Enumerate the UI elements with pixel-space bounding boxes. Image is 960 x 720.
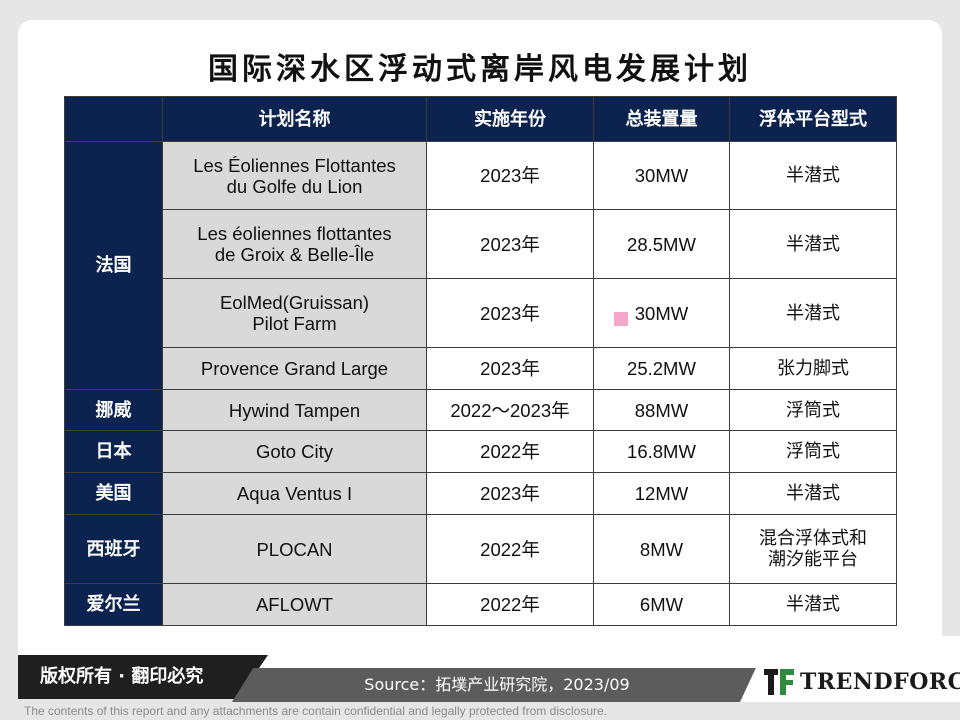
platform-type-line: 半潜式 [786, 302, 840, 324]
platform-type-cell: 张力脚式 [729, 347, 897, 390]
platform-type-line: 半潜式 [786, 165, 840, 186]
year-cell: 2022～2023年 [426, 389, 594, 431]
table-row: 日本 Goto City 2022年 16.8MW 浮筒式 [64, 430, 897, 473]
year-cell: 2022年 [426, 514, 594, 584]
copyright-banner: 版权所有 · 翻印必究 [18, 655, 268, 699]
year-cell: 2023年 [426, 141, 594, 210]
highlight-marker [614, 312, 628, 326]
plan-name-line: EolMed(Gruissan) [219, 292, 370, 313]
trendforce-logo: TRENDFORCE [764, 666, 960, 698]
platform-type-line: 浮筒式 [786, 399, 840, 421]
table-row: Provence Grand Large 2023年 25.2MW 张力脚式 [65, 347, 897, 390]
table-row: 挪威 Hywind Tampen 2022～2023年 88MW 浮筒式 [64, 389, 897, 431]
capacity-cell: 8MW [593, 514, 730, 584]
plan-name-cell: Goto City [162, 430, 427, 473]
capacity-cell: 16.8MW [593, 430, 730, 473]
platform-type-line: 浮筒式 [786, 441, 840, 462]
year-cell: 2022年 [426, 583, 594, 626]
platform-type-cell: 浮筒式 [729, 389, 897, 431]
year-cell: 2023年 [426, 278, 594, 348]
platform-type-line: 半潜式 [786, 233, 840, 255]
country-cell: 挪威 [64, 389, 163, 431]
platform-type-cell: 混合浮体式和 潮汐能平台 [729, 514, 897, 584]
country-cell: 日本 [64, 430, 163, 473]
confidentiality-disclaimer: The contents of this report and any atta… [24, 704, 607, 718]
logo-wordmark: TRENDFORCE [800, 669, 960, 695]
header-plan-name: 计划名称 [162, 96, 427, 142]
plan-name-cell: Les Éoliennes Flottantes du Golfe du Lion [162, 141, 427, 210]
platform-type-cell: 浮筒式 [729, 430, 897, 473]
plan-name-line: Provence Grand Large [200, 358, 389, 379]
plan-name-line: du Golfe du Lion [226, 175, 363, 197]
header-platform-type: 浮体平台型式 [729, 96, 897, 142]
plan-name-line: Les éoliennes flottantes [197, 223, 392, 244]
platform-type-cell: 半潜式 [729, 141, 897, 210]
platform-type-cell: 半潜式 [729, 278, 897, 348]
header-year: 实施年份 [426, 96, 594, 142]
platform-type-line: 半潜式 [786, 594, 840, 615]
platform-type-line: 半潜式 [786, 483, 840, 504]
plan-name-line: Pilot Farm [252, 313, 337, 334]
plan-name-line: de Groix & Belle-Île [214, 244, 375, 265]
capacity-cell: 6MW [593, 583, 730, 626]
platform-type-cell: 半潜式 [729, 583, 897, 626]
year-cell: 2022年 [426, 430, 594, 473]
table-row: EolMed(Gruissan) Pilot Farm 2023年 30MW 半潜… [65, 278, 897, 348]
plan-name-cell: PLOCAN [162, 514, 427, 584]
source-banner: Source：拓墣产业研究院，2023/09 [232, 668, 762, 702]
plan-name-line: Aqua Ventus I [236, 483, 353, 504]
table-header-row: 计划名称 实施年份 总装置量 浮体平台型式 [64, 96, 897, 142]
platform-type-line: 混合浮体式和 [759, 528, 867, 549]
table-row: 西班牙 PLOCAN 2022年 8MW 混合浮体式和 潮汐能平台 [64, 514, 897, 584]
plan-name-cell: Aqua Ventus I [162, 472, 427, 515]
platform-type-cell: 半潜式 [729, 209, 897, 279]
plan-name-cell: Hywind Tampen [162, 389, 427, 431]
country-cell: 美国 [64, 472, 163, 515]
platform-type-cell: 半潜式 [729, 472, 897, 515]
plan-name-line: Les Éoliennes Flottantes [193, 154, 396, 176]
floating-wind-plan-table: 计划名称 实施年份 总装置量 浮体平台型式 法国 Les Éoliennes F… [64, 96, 897, 626]
plan-name-cell: EolMed(Gruissan) Pilot Farm [162, 278, 427, 348]
capacity-cell: 25.2MW [593, 347, 730, 390]
capacity-cell: 30MW [593, 141, 730, 210]
plan-name-cell: Provence Grand Large [162, 347, 427, 390]
year-cell: 2023年 [426, 209, 594, 279]
plan-name-cell: Les éoliennes flottantes de Groix & Belle… [162, 209, 427, 279]
country-cell: 爱尔兰 [64, 583, 163, 626]
table-row: 美国 Aqua Ventus I 2023年 12MW 半潜式 [64, 472, 897, 515]
capacity-cell: 28.5MW [593, 209, 730, 279]
platform-type-line: 张力脚式 [777, 358, 849, 379]
year-cell: 2023年 [426, 347, 594, 390]
country-cell: 法国 [64, 141, 163, 390]
capacity-cell: 12MW [593, 472, 730, 515]
table-row: 爱尔兰 AFLOWT 2022年 6MW 半潜式 [64, 583, 897, 626]
table-row: 法国 Les Éoliennes Flottantes du Golfe du L… [64, 141, 897, 390]
page-title: 国际深水区浮动式离岸风电发展计划 [208, 52, 752, 87]
plan-name-cell: AFLOWT [162, 583, 427, 626]
country-cell: 西班牙 [64, 514, 163, 584]
plan-name-line: Goto City [255, 441, 334, 462]
plan-name-line: PLOCAN [256, 538, 333, 560]
capacity-cell: 88MW [593, 389, 730, 431]
plan-name-line: AFLOWT [255, 594, 334, 615]
year-cell: 2023年 [426, 472, 594, 515]
plan-name-line: Hywind Tampen [228, 399, 361, 421]
header-country [64, 96, 163, 142]
platform-type-line: 潮汐能平台 [768, 549, 858, 570]
trendforce-logo-icon [764, 669, 794, 695]
table-row: Les éoliennes flottantes de Groix & Belle… [65, 209, 897, 279]
header-capacity: 总装置量 [593, 96, 730, 142]
